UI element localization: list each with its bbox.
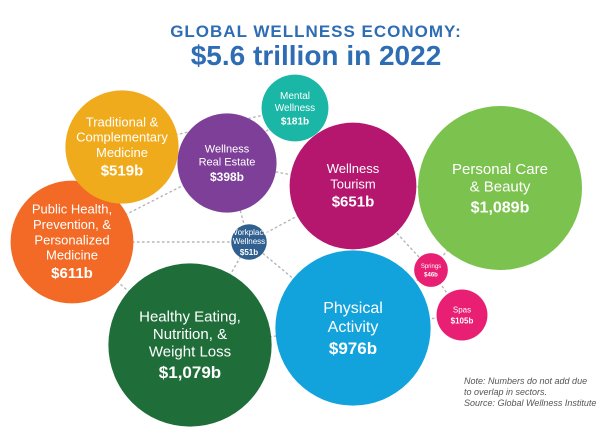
bubble-label: Mental [280,91,310,102]
bubble-label: Wellness [233,237,265,246]
note-line-1: Note: Numbers do not add due [464,376,587,386]
note-line-2: to overlap in sectors. [464,387,547,397]
bubble-circle [65,90,179,204]
bubble-label: Tourism [330,176,376,191]
bubble-label: Personalized [34,232,109,247]
bubble-physical-activity: Physical Activity $976b [275,250,431,406]
bubble-springs: Springs $46b [414,253,448,287]
bubble-circle [275,250,431,406]
bubble-label: Wellness [205,143,250,155]
bubble-label: Wellness [327,161,380,176]
bubble-circle [414,253,448,287]
bubble-value-label: $105b [451,317,474,326]
bubble-value-label: $976b [329,339,377,358]
bubble-value-label: $1,079b [159,363,221,382]
bubble-label: Weight Loss [149,344,231,361]
bubble-value-label: $519b [101,162,144,179]
bubble-label: Springs [421,264,441,270]
bubble-label: Spas [453,305,471,314]
bubble-value-label: $611b [51,265,93,282]
bubble-label: Prevention, & [33,217,111,232]
bubble-label: Personal Care [452,161,548,178]
bubble-label: & Beauty [470,179,531,196]
bubble-label: Medicine [96,145,148,160]
bubble-circle [418,106,582,270]
bubble-circle [10,180,134,304]
bubble-label: Activity [328,319,379,336]
bubble-healthy-eating-nutrition-weight-loss: Healthy Eating,Nutrition, &Weight Loss $1… [108,263,272,427]
bubble-circle [108,263,272,427]
bubbles-group: Personal Care& Beauty $1,089b Healthy Eati… [10,74,582,427]
bubble-value-label: $651b [332,194,375,211]
bubble-label: Real Estate [199,156,256,168]
bubble-label: Nutrition, & [153,326,227,343]
bubble-spas: Spas $105b [436,289,488,341]
bubble-value-label: $398b [210,170,244,184]
connector-line [248,185,354,243]
connector-line [352,185,432,271]
bubble-label: Medicine [46,248,98,263]
chart-subtitle: $5.6 trillion in 2022 [191,40,442,71]
bubble-label: Wellness [275,103,315,114]
bubble-label: Complementary [76,130,168,145]
bubble-circle [289,122,417,250]
bubble-label: Workplace [230,228,268,237]
bubble-label: Physical [323,300,383,317]
bubble-value-label: $181b [281,117,309,128]
bubble-value-label: $1,089b [471,199,530,216]
bubble-circle [261,74,329,142]
bubble-label: Traditional & [86,114,159,129]
bubble-value-label: $46b [424,272,438,278]
bubble-label: Public Health, [32,202,112,217]
chart-title: GLOBAL WELLNESS ECONOMY: [170,22,462,41]
bubble-value-label: $51b [240,248,258,257]
bubble-circle [177,113,277,213]
bubble-label: Healthy Eating, [139,308,241,325]
source-note: Source: Global Wellness Institute [464,398,596,408]
bubble-public-health-prevention-personalized-medicine: Public Health,Prevention, &PersonalizedM… [10,180,134,304]
bubble-circle [231,224,267,260]
bubble-circle [436,289,488,341]
bubble-personal-care-beauty: Personal Care& Beauty $1,089b [418,106,582,270]
